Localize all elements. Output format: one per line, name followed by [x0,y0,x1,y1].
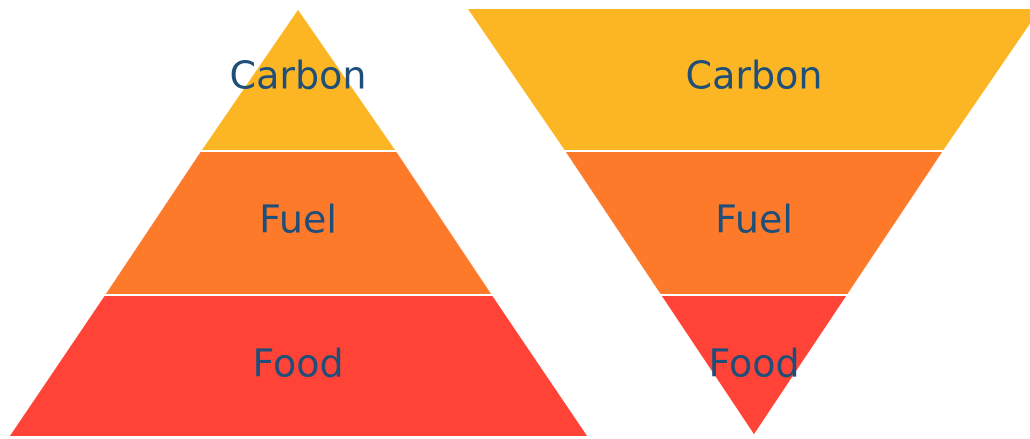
inverted-pyramid: Carbon Fuel Food [464,7,1030,438]
pyramid-label-carbon: Carbon [230,54,367,98]
inverted-pyramid-label-fuel: Fuel [715,198,793,242]
inverted-pyramid-label-carbon: Carbon [686,54,823,98]
pyramid-tier-food [6,294,591,438]
pyramid: Carbon Fuel Food [6,6,591,438]
inverted-pyramid-label-food: Food [708,342,799,386]
pyramid-label-fuel: Fuel [259,198,337,242]
pyramid-label-food: Food [252,342,343,386]
inverted-pyramid-tier-food [658,294,850,438]
